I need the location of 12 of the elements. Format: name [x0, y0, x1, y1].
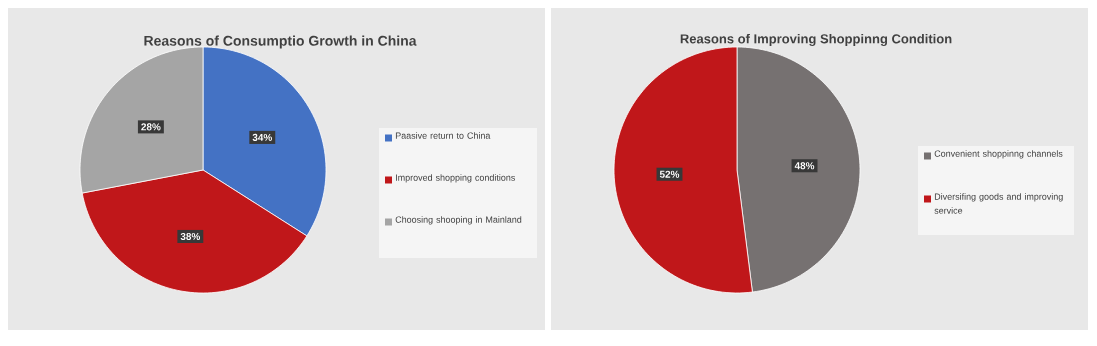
legend-label: Paasive return to China — [395, 132, 491, 139]
legend-label: Choosing shooping in Mainland — [395, 216, 522, 225]
data-label: 28% — [141, 123, 161, 131]
chart-title: Reasons of Consumptio Growth in China — [144, 35, 417, 49]
legend-label: Improved shopping conditions — [396, 174, 515, 183]
data-label: 34% — [252, 133, 272, 141]
data-label: 52% — [659, 170, 680, 178]
legend-label: Convenient shoppinng channels — [934, 150, 1063, 159]
data-label: 38% — [180, 232, 201, 240]
chart-title: Reasons of Improving Shoppinng Condition — [680, 33, 952, 47]
legend-label: Diversifing goods and improving service — [934, 193, 1063, 214]
data-label: 48% — [794, 162, 815, 170]
